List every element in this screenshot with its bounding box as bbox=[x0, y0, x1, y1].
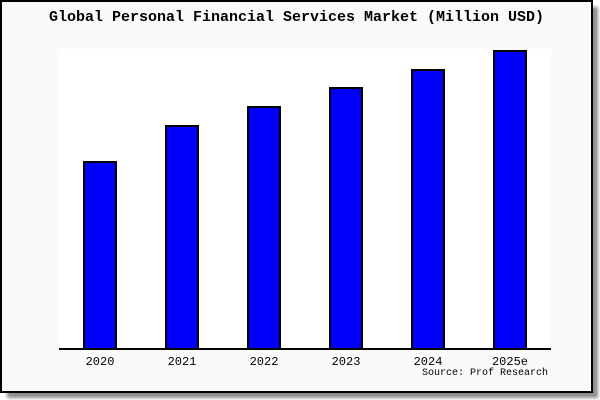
x-tick-label-2022: 2022 bbox=[249, 355, 279, 369]
source-credit: Source: Prof Research bbox=[421, 368, 548, 379]
bar-slot-2024 bbox=[387, 49, 469, 348]
x-tick-label-2024: 2024 bbox=[413, 355, 443, 369]
bar-slot-2020 bbox=[59, 49, 141, 348]
bar-slot-2023 bbox=[305, 49, 387, 348]
x-tick-label-2025e: 2025e bbox=[491, 355, 528, 369]
chart-title: Global Personal Financial Services Marke… bbox=[48, 9, 545, 26]
bar-2020 bbox=[83, 161, 117, 348]
x-tick-label-2020: 2020 bbox=[85, 355, 115, 369]
x-tick-label-2023: 2023 bbox=[331, 355, 361, 369]
bar-slot-2022 bbox=[223, 49, 305, 348]
chart-panel: Global Personal Financial Services Marke… bbox=[0, 0, 593, 393]
bars-container bbox=[59, 49, 551, 348]
bar-slot-2021 bbox=[141, 49, 223, 348]
x-axis-labels: 2020 2021 2022 2023 2024 2025e bbox=[59, 355, 551, 369]
bar-2023 bbox=[329, 86, 363, 348]
bar-2021 bbox=[165, 124, 199, 348]
plot-area bbox=[59, 49, 551, 350]
bar-slot-2025e bbox=[469, 49, 551, 348]
bar-2024 bbox=[411, 69, 445, 348]
x-tick-label-2021: 2021 bbox=[167, 355, 197, 369]
bar-2022 bbox=[247, 105, 281, 348]
bar-2025e bbox=[493, 49, 527, 348]
